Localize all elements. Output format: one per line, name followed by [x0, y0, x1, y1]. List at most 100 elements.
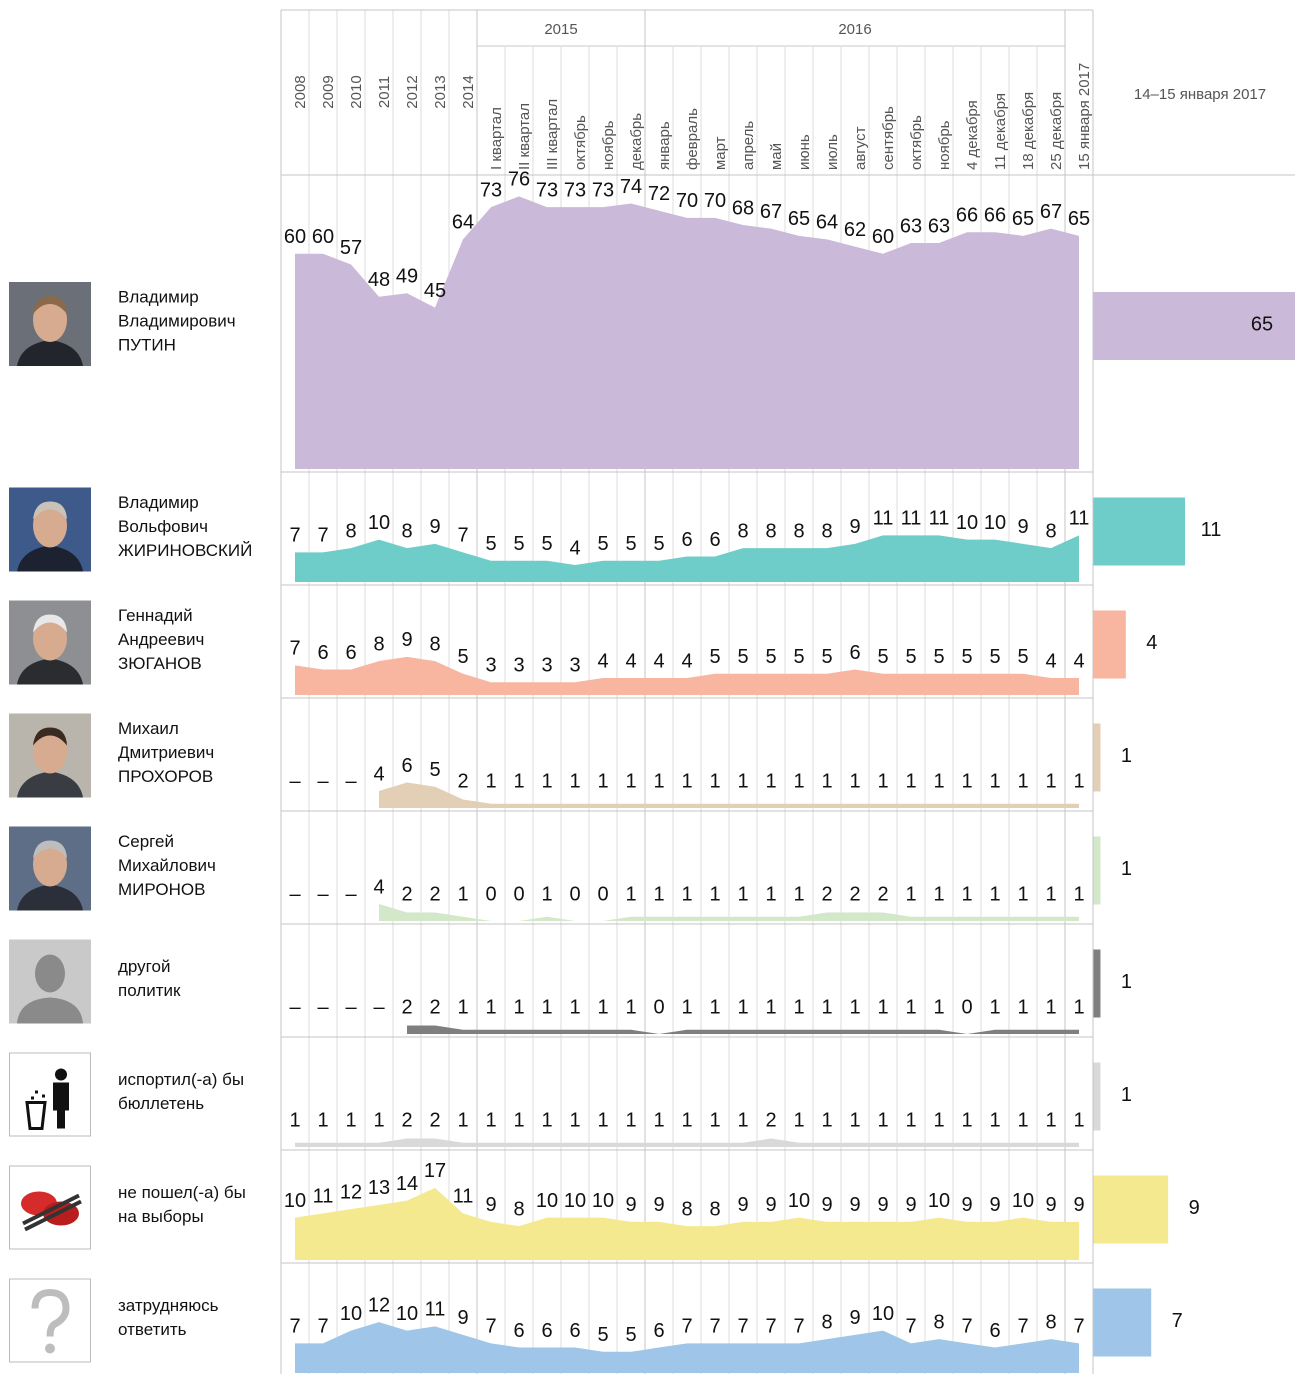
x-tick-label: 18 декабря — [1020, 92, 1037, 170]
value-label: 64 — [816, 212, 838, 234]
area — [295, 196, 1079, 469]
value-label: 9 — [1073, 1194, 1084, 1216]
value-label: 1 — [1073, 883, 1084, 905]
value-label: 1 — [961, 1109, 972, 1131]
value-label: 1 — [1017, 1109, 1028, 1131]
value-label: 1 — [961, 883, 972, 905]
value-label: 1 — [1045, 770, 1056, 792]
value-label: 3 — [513, 655, 524, 677]
trash-head — [55, 1069, 67, 1081]
value-label: 5 — [961, 646, 972, 668]
x-tick-label: ноябрь — [936, 120, 953, 170]
value-label: – — [289, 770, 301, 792]
value-label: 1 — [1073, 770, 1084, 792]
value-label: 1 — [457, 1109, 468, 1131]
value-label: 1 — [905, 1109, 916, 1131]
value-label: 2 — [401, 996, 412, 1018]
row-icon — [9, 827, 91, 911]
value-label: 1 — [681, 996, 692, 1018]
x-tick-label: декабрь — [628, 113, 645, 170]
value-label: 6 — [569, 1320, 580, 1342]
value-label: 8 — [821, 1311, 832, 1333]
value-label: 1 — [849, 1109, 860, 1131]
value-label: 1 — [905, 996, 916, 1018]
x-tick-label: 2012 — [404, 75, 421, 108]
x-tick-label: август — [852, 126, 869, 170]
latest-label: 4 — [1146, 632, 1157, 654]
value-label: 8 — [513, 1198, 524, 1220]
value-label: 11 — [453, 1186, 474, 1208]
value-label: 1 — [765, 883, 776, 905]
value-label: 1 — [541, 770, 552, 792]
value-label: 8 — [681, 1198, 692, 1220]
value-label: 1 — [597, 996, 608, 1018]
value-label: 7 — [961, 1316, 972, 1338]
value-label: 6 — [989, 1320, 1000, 1342]
value-label: 7 — [905, 1316, 916, 1338]
value-label: 1 — [513, 996, 524, 1018]
series-name: не пошел(-а) бы — [118, 1183, 246, 1202]
value-label: 7 — [317, 525, 328, 547]
series-name: политик — [118, 981, 181, 1000]
page: 14–15 января 2017 2008200920102011201220… — [0, 0, 1295, 1374]
value-label: 73 — [536, 179, 558, 201]
value-label: 1 — [989, 996, 1000, 1018]
value-label: 1 — [849, 996, 860, 1018]
value-label: 1 — [681, 1109, 692, 1131]
latest-bar — [1093, 498, 1185, 566]
value-label: 66 — [984, 205, 1006, 227]
value-label: 11 — [425, 1299, 446, 1321]
x-tick-label: май — [768, 143, 785, 170]
value-label: 6 — [709, 529, 720, 551]
value-label: 9 — [821, 1194, 832, 1216]
value-label: 6 — [681, 529, 692, 551]
value-label: 10 — [284, 1190, 306, 1212]
value-label: 6 — [653, 1320, 664, 1342]
value-label: 1 — [1073, 996, 1084, 1018]
value-label: 7 — [681, 1316, 692, 1338]
value-label: 9 — [737, 1194, 748, 1216]
value-label: 1 — [317, 1109, 328, 1131]
series-name: Михайлович — [118, 856, 216, 875]
row-icon — [9, 488, 91, 572]
latest-bar — [1093, 611, 1126, 679]
x-tick-label: ноябрь — [600, 120, 617, 170]
series-name: Владимирович — [118, 311, 236, 330]
value-label: 1 — [457, 883, 468, 905]
value-label: – — [345, 883, 357, 905]
value-label: 1 — [737, 1109, 748, 1131]
x-tick-label: февраль — [684, 108, 701, 170]
value-label: 8 — [821, 520, 832, 542]
value-label: 1 — [597, 1109, 608, 1131]
value-label: 2 — [429, 883, 440, 905]
value-label: 1 — [1073, 1109, 1084, 1131]
value-label: 1 — [1045, 883, 1056, 905]
value-label: 8 — [373, 633, 384, 655]
value-label: 5 — [541, 533, 552, 555]
value-label: 1 — [821, 996, 832, 1018]
value-label: 1 — [877, 770, 888, 792]
value-label: 1 — [877, 1109, 888, 1131]
series-name: Владимир — [118, 493, 199, 512]
value-label: 7 — [289, 1316, 300, 1338]
value-label: 1 — [513, 770, 524, 792]
value-label: 70 — [704, 190, 726, 212]
value-label: 60 — [284, 226, 306, 248]
value-label: 4 — [597, 650, 608, 672]
value-label: 1 — [709, 770, 720, 792]
value-label: 1 — [485, 770, 496, 792]
value-label: 1 — [681, 883, 692, 905]
value-label: 11 — [929, 508, 950, 530]
value-label: 64 — [452, 212, 474, 234]
value-label: 62 — [844, 219, 866, 241]
value-label: 1 — [709, 883, 720, 905]
value-label: 10 — [536, 1190, 558, 1212]
latest-bar — [1093, 950, 1100, 1018]
value-label: 1 — [793, 1109, 804, 1131]
value-label: – — [289, 996, 301, 1018]
value-label: 6 — [345, 642, 356, 664]
x-tick-label: 2014 — [460, 75, 477, 108]
latest-bar — [1093, 1289, 1151, 1357]
value-label: 1 — [989, 770, 1000, 792]
value-label: 5 — [877, 646, 888, 668]
